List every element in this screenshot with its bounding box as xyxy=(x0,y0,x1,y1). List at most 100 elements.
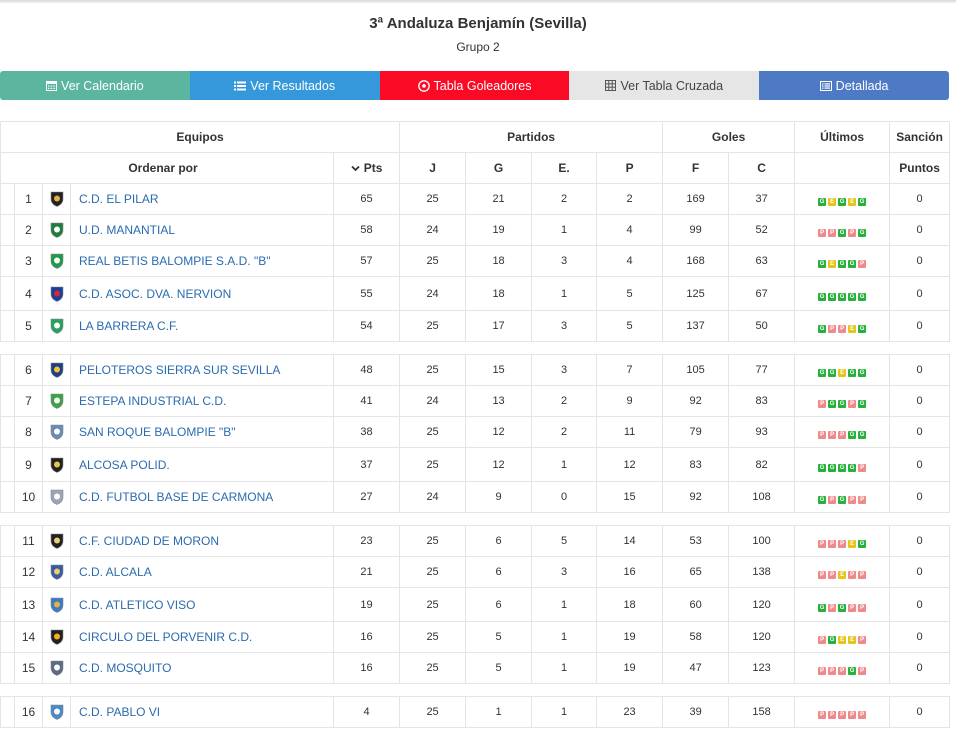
tabla-goleadores-button[interactable]: Tabla Goleadores xyxy=(379,71,570,100)
team-name-link[interactable]: C.F. CIUDAD DE MORON xyxy=(70,525,334,557)
pts-cell: 55 xyxy=(332,276,401,311)
c-cell: 77 xyxy=(728,354,796,386)
result-badge: G xyxy=(818,463,827,472)
result-badge: G xyxy=(848,369,857,377)
sort-j-header[interactable]: J xyxy=(399,152,467,184)
result-badge: G xyxy=(818,260,827,268)
p-cell: 16 xyxy=(596,556,664,588)
g-cell: 5 xyxy=(465,621,533,653)
team-name-link[interactable]: C.D. ASOC. DVA. NERVION xyxy=(70,276,334,311)
result-badge: P xyxy=(818,571,827,579)
g-cell: 18 xyxy=(465,276,533,311)
f-cell: 99 xyxy=(662,214,730,246)
result-badge: G xyxy=(818,198,827,206)
group-separator-row xyxy=(0,512,950,526)
team-shield-icon xyxy=(50,660,63,676)
row-margin xyxy=(0,183,15,215)
team-name-link[interactable]: C.D. ALCALA xyxy=(70,556,334,588)
table-row: 13 C.D. ATLETICO VISO 19 25 6 1 18 60 120 G P G P P 0 xyxy=(0,587,951,622)
ver-tabla-cruzada-button[interactable]: Ver Tabla Cruzada xyxy=(569,71,760,100)
p-cell: 4 xyxy=(596,245,664,277)
sort-p-header[interactable]: P xyxy=(596,152,664,184)
p-cell: 14 xyxy=(596,525,664,557)
separator-cell xyxy=(0,341,950,355)
row-margin xyxy=(0,385,15,417)
f-cell: 39 xyxy=(662,696,730,728)
tabla-goleadores-label: Tabla Goleadores xyxy=(433,78,532,93)
g-cell: 19 xyxy=(465,214,533,246)
result-badge: G xyxy=(838,292,847,301)
team-name-link[interactable]: ALCOSA POLID. xyxy=(70,447,334,482)
j-cell: 25 xyxy=(399,696,467,728)
table-row: 1 C.D. EL PILAR 65 25 21 2 2 169 37 G E G E G 0 xyxy=(0,183,951,215)
team-name-link[interactable]: C.D. FUTBOL BASE DE CARMONA xyxy=(70,481,334,513)
team-shield-icon xyxy=(50,253,63,269)
sort-pts-header[interactable]: Pts xyxy=(332,152,401,184)
p-cell: 2 xyxy=(596,183,664,215)
sort-g-header[interactable]: G xyxy=(465,152,533,184)
j-cell: 25 xyxy=(399,525,467,557)
team-name-link[interactable]: SAN ROQUE BALOMPIE "B" xyxy=(70,416,334,448)
table-row: 8 SAN ROQUE BALOMPIE "B" 38 25 12 2 11 79 93 P P P G… xyxy=(0,416,951,448)
ver-resultados-button[interactable]: Ver Resultados xyxy=(189,71,380,100)
team-name-link[interactable]: REAL BETIS BALOMPIE S.A.D. "B" xyxy=(70,245,334,277)
f-cell: 83 xyxy=(662,447,730,482)
standings-table: Equipos Partidos Goles Últimos Sanción O… xyxy=(0,121,951,728)
j-cell: 25 xyxy=(399,310,467,342)
sancion-cell: 0 xyxy=(889,310,951,342)
row-margin xyxy=(0,416,15,448)
position-cell: 15 xyxy=(14,652,43,684)
team-name-link[interactable]: U.D. MANANTIAL xyxy=(70,214,334,246)
ver-calendario-button[interactable]: Ver Calendario xyxy=(0,71,190,100)
pts-cell: 27 xyxy=(332,481,401,513)
table-row: 11 C.F. CIUDAD DE MORON 23 25 6 5 14 53 100 P P P E G… xyxy=(0,525,951,557)
result-badge: G xyxy=(818,292,827,301)
team-name-link[interactable]: C.D. MOSQUITO xyxy=(70,652,334,684)
g-cell: 6 xyxy=(465,556,533,588)
team-shield-cell xyxy=(42,245,71,277)
result-badge: P xyxy=(828,540,837,548)
sort-f-header[interactable]: F xyxy=(662,152,730,184)
c-cell: 158 xyxy=(728,696,796,728)
c-cell: 120 xyxy=(728,587,796,622)
e-cell: 1 xyxy=(531,276,598,311)
j-cell: 25 xyxy=(399,416,467,448)
table-row: 9 ALCOSA POLID. 37 25 12 1 12 83 82 G G G G P 0 xyxy=(0,447,951,482)
pts-cell: 23 xyxy=(332,525,401,557)
sancion-cell: 0 xyxy=(889,385,951,417)
team-name-link[interactable]: C.D. PABLO VI xyxy=(70,696,334,728)
result-badge: P xyxy=(828,229,837,237)
top-shadow-line xyxy=(0,0,956,3)
e-cell: 2 xyxy=(531,183,598,215)
team-name-link[interactable]: LA BARRERA C.F. xyxy=(70,310,334,342)
result-badge: E xyxy=(838,636,847,644)
sancion-cell: 0 xyxy=(889,416,951,448)
team-name-link[interactable]: PELOTEROS SIERRA SUR SEVILLA xyxy=(70,354,334,386)
sort-c-header[interactable]: C xyxy=(728,152,796,184)
e-cell: 1 xyxy=(531,447,598,482)
sort-e-header[interactable]: E. xyxy=(531,152,598,184)
j-cell: 25 xyxy=(399,245,467,277)
team-name-link[interactable]: C.D. ATLETICO VISO xyxy=(70,587,334,622)
team-name-link[interactable]: ESTEPA INDUSTRIAL C.D. xyxy=(70,385,334,417)
result-badge: P xyxy=(858,711,867,719)
result-badge: G xyxy=(848,260,857,268)
g-cell: 6 xyxy=(465,525,533,557)
result-badge: G xyxy=(818,325,827,333)
separator-cell xyxy=(0,512,950,526)
result-badge: P xyxy=(848,603,857,612)
row-margin xyxy=(0,481,15,513)
detallada-button[interactable]: Detallada xyxy=(759,71,949,100)
team-shield-icon xyxy=(50,222,63,238)
team-name-link[interactable]: CIRCULO DEL PORVENIR C.D. xyxy=(70,621,334,653)
g-cell: 6 xyxy=(465,587,533,622)
team-name-link[interactable]: C.D. EL PILAR xyxy=(70,183,334,215)
